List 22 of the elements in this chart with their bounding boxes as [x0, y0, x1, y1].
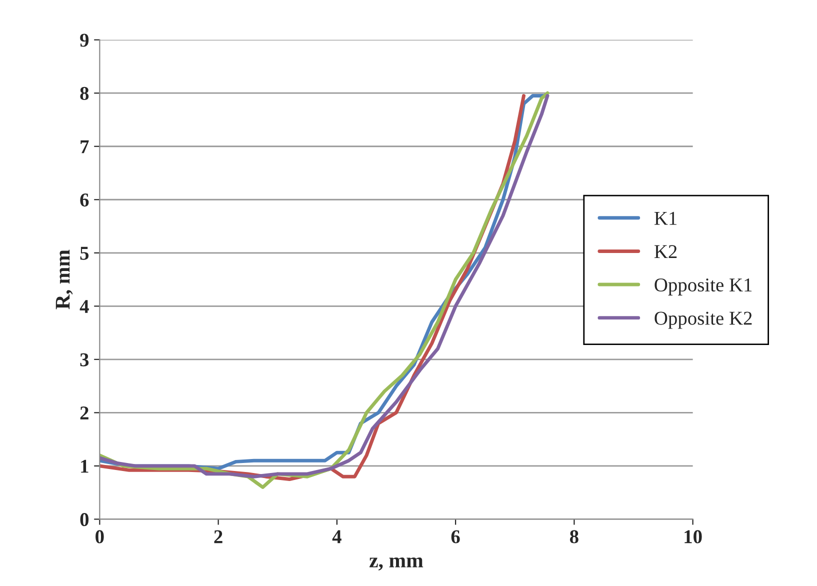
y-tick-label: 3 [80, 353, 89, 366]
legend-label: Opposite K1 [654, 278, 752, 296]
y-tick-label: 7 [80, 140, 89, 154]
legend-label: Opposite K2 [654, 312, 752, 329]
y-tick-label: 2 [80, 406, 88, 420]
y-tick-label: 9 [80, 34, 89, 47]
y-tick-label: 0 [80, 513, 89, 526]
x-tick-label: 8 [570, 530, 578, 544]
x-tick-label: 2 [214, 530, 222, 544]
y-tick-label: 6 [80, 194, 89, 207]
x-tick-label: 0 [96, 530, 104, 544]
legend-label: K1 [654, 212, 677, 225]
y-tick-label: 1 [81, 460, 88, 473]
legend-label: K2 [654, 245, 677, 258]
x-tick-label: 6 [451, 530, 460, 544]
y-axis-title: R, mm [56, 250, 73, 310]
y-tick-label: 4 [80, 300, 89, 313]
x-tick-label: 10 [684, 530, 702, 544]
x-tick-label: 4 [332, 530, 342, 544]
x-axis-title: z, mm [369, 557, 424, 570]
y-tick-label: 5 [80, 246, 89, 260]
y-tick-label: 8 [80, 86, 89, 100]
